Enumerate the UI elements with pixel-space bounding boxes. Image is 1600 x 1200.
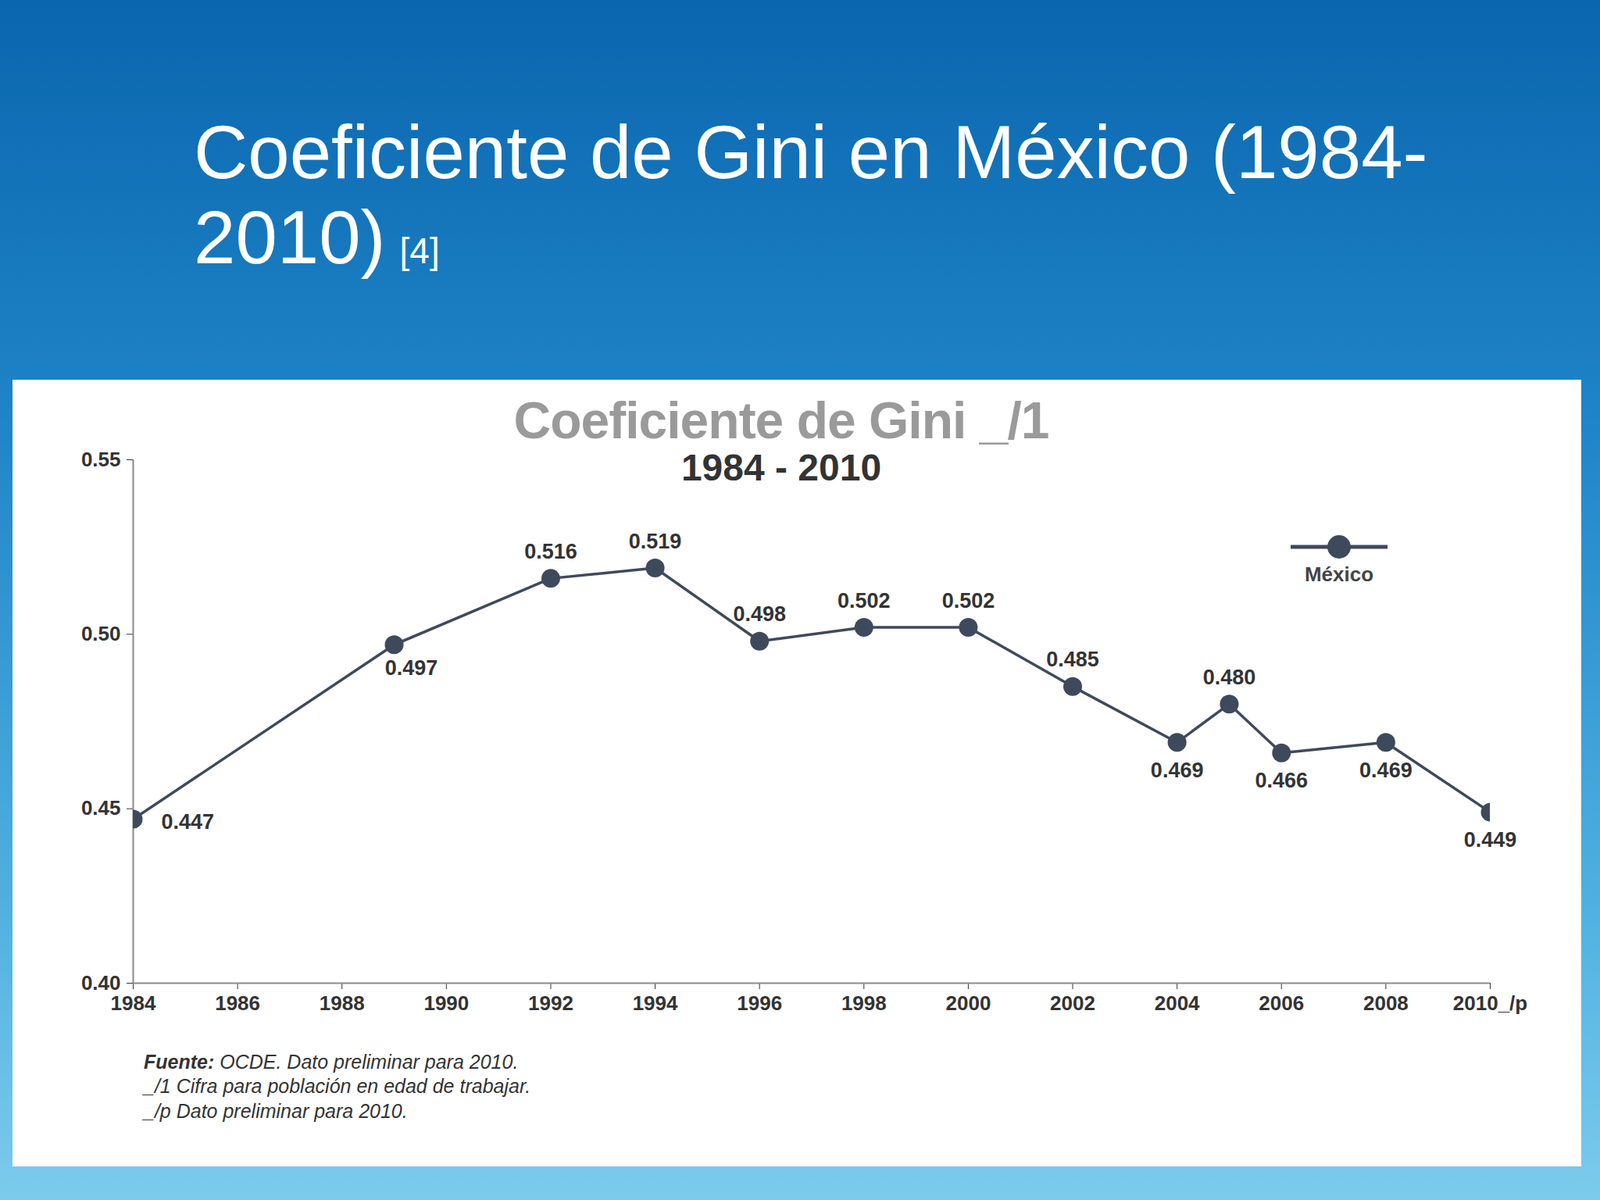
svg-text:0.469: 0.469 bbox=[1359, 758, 1413, 783]
svg-text:0.485: 0.485 bbox=[1046, 647, 1100, 672]
svg-text:2008: 2008 bbox=[1363, 991, 1409, 1015]
svg-text:2006: 2006 bbox=[1258, 991, 1304, 1015]
svg-text:0.55: 0.55 bbox=[81, 447, 122, 472]
html-text:Coeficiente de Gini _/1: Coeficiente de Gini _/1 bbox=[513, 391, 1049, 450]
svg-text:0.502: 0.502 bbox=[942, 589, 996, 613]
svg-text:0.497: 0.497 bbox=[385, 656, 439, 680]
html-text:1984 - 2010: 1984 - 2010 bbox=[681, 447, 882, 489]
svg-text:0.40: 0.40 bbox=[81, 970, 121, 995]
svg-text:2002: 2002 bbox=[1050, 991, 1096, 1015]
svg-text:1996: 1996 bbox=[736, 991, 783, 1015]
svg-text:1986: 1986 bbox=[214, 991, 261, 1015]
html-text:Fuente: OCDE. Dato preliminar: Fuente: OCDE. Dato preliminar para 2010. bbox=[143, 1050, 519, 1073]
svg-text:2004: 2004 bbox=[1154, 991, 1200, 1015]
svg-text:0.519: 0.519 bbox=[628, 529, 683, 554]
svg-text:1994: 1994 bbox=[632, 991, 679, 1015]
svg-text:1992: 1992 bbox=[528, 991, 574, 1015]
svg-text:México: México bbox=[1304, 562, 1374, 586]
svg-text:0.466: 0.466 bbox=[1254, 768, 1308, 793]
svg-text:0.449: 0.449 bbox=[1464, 828, 1518, 852]
svg-text:0.498: 0.498 bbox=[732, 602, 786, 626]
html-text:Coeficiente de Gini en México: Coeficiente de Gini en México (1984-2010… bbox=[193, 110, 1428, 280]
svg-text:0.469: 0.469 bbox=[1150, 758, 1204, 783]
html-text:_/1 Cifra para población en ed: _/1 Cifra para población en edad de trab… bbox=[143, 1075, 531, 1098]
svg-text:0.480: 0.480 bbox=[1203, 665, 1257, 690]
html-text:_/p Dato preliminar para 2010.: _/p Dato preliminar para 2010. bbox=[143, 1099, 408, 1122]
svg-text:0.50: 0.50 bbox=[81, 621, 122, 646]
svg-text:2000: 2000 bbox=[946, 991, 992, 1015]
svg-text:1990: 1990 bbox=[423, 991, 469, 1015]
svg-text:2010_/p: 2010_/p bbox=[1453, 991, 1528, 1015]
svg-text:0.447: 0.447 bbox=[161, 810, 215, 834]
svg-text:0.502: 0.502 bbox=[837, 589, 891, 613]
html-text:[4]: [4] bbox=[399, 230, 440, 272]
svg-text:1998: 1998 bbox=[841, 991, 887, 1015]
svg-text:1984: 1984 bbox=[110, 991, 157, 1015]
svg-text:0.45: 0.45 bbox=[81, 796, 122, 820]
svg-text:1988: 1988 bbox=[319, 991, 365, 1015]
svg-text:0.516: 0.516 bbox=[524, 539, 578, 564]
